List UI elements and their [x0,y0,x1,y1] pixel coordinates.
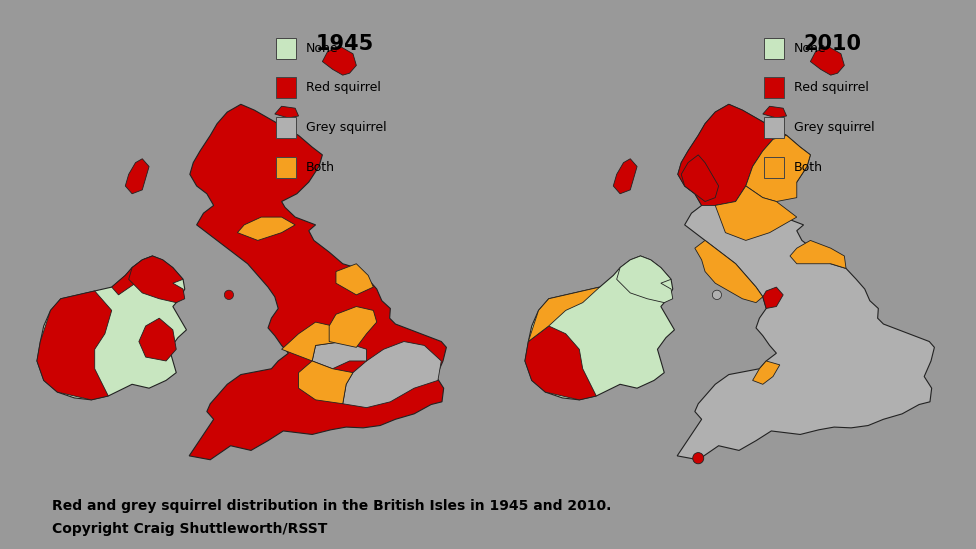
FancyBboxPatch shape [764,77,785,98]
Text: Both: Both [305,161,335,174]
Text: Grey squirrel: Grey squirrel [793,121,874,134]
Text: 1945: 1945 [315,34,374,54]
Polygon shape [613,159,637,194]
Circle shape [224,290,233,300]
Text: Red and grey squirrel distribution in the British Isles in 1945 and 2010.: Red and grey squirrel distribution in th… [53,499,612,513]
Text: None: None [793,42,827,55]
Text: Red squirrel: Red squirrel [305,81,381,94]
Polygon shape [37,256,186,400]
FancyBboxPatch shape [764,157,785,178]
Polygon shape [695,240,763,302]
Polygon shape [681,155,718,201]
Polygon shape [617,256,672,302]
Text: Red squirrel: Red squirrel [793,81,869,94]
Polygon shape [343,341,441,408]
Polygon shape [312,341,367,369]
Polygon shape [129,256,184,302]
FancyBboxPatch shape [764,117,785,138]
Polygon shape [125,159,149,194]
FancyBboxPatch shape [276,117,297,138]
Polygon shape [525,256,674,400]
Text: 2010: 2010 [803,34,862,54]
Circle shape [693,452,704,464]
FancyBboxPatch shape [276,38,297,59]
Text: Copyright Craig Shuttleworth/RSST: Copyright Craig Shuttleworth/RSST [53,522,328,536]
Text: Grey squirrel: Grey squirrel [305,121,386,134]
Polygon shape [763,107,787,118]
Polygon shape [275,107,299,118]
Polygon shape [677,104,934,460]
Polygon shape [189,104,446,460]
Polygon shape [111,256,152,295]
Polygon shape [752,361,780,384]
Polygon shape [746,136,810,201]
Polygon shape [299,361,353,404]
Polygon shape [790,240,846,268]
Polygon shape [336,264,374,295]
FancyBboxPatch shape [764,38,785,59]
Polygon shape [810,46,844,75]
FancyBboxPatch shape [276,77,297,98]
Polygon shape [763,287,783,309]
Polygon shape [37,291,111,400]
Polygon shape [528,287,599,341]
Text: Both: Both [793,161,823,174]
Polygon shape [322,46,356,75]
Polygon shape [525,326,596,400]
Polygon shape [715,186,796,240]
Text: None: None [305,42,339,55]
Circle shape [712,290,721,300]
Polygon shape [329,306,377,348]
Polygon shape [678,104,787,205]
FancyBboxPatch shape [276,157,297,178]
Polygon shape [282,322,343,361]
Polygon shape [139,318,177,361]
Polygon shape [237,217,295,240]
